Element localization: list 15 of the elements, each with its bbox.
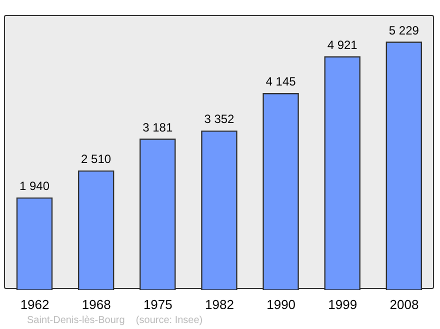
x-tick-label: 1968 xyxy=(82,297,111,312)
x-tick-label: 1982 xyxy=(205,297,234,312)
x-tick-label: 1990 xyxy=(266,297,296,312)
data-label: 3 352 xyxy=(204,112,235,126)
data-label: 1 940 xyxy=(19,179,50,194)
data-label: 2 510 xyxy=(81,152,112,166)
data-label: 4 921 xyxy=(327,38,358,52)
x-tick-label: 2008 xyxy=(390,297,419,312)
data-label: 5 229 xyxy=(388,23,420,38)
x-tick-label: 1999 xyxy=(328,297,358,312)
data-label: 4 145 xyxy=(266,74,296,89)
text: Saint-Denis-lès-Bourg (source: Insee) xyxy=(27,315,203,326)
x-tick-label: 1975 xyxy=(143,297,172,312)
x-tick-label: 1962 xyxy=(20,297,50,312)
data-label: 3 181 xyxy=(142,120,173,134)
